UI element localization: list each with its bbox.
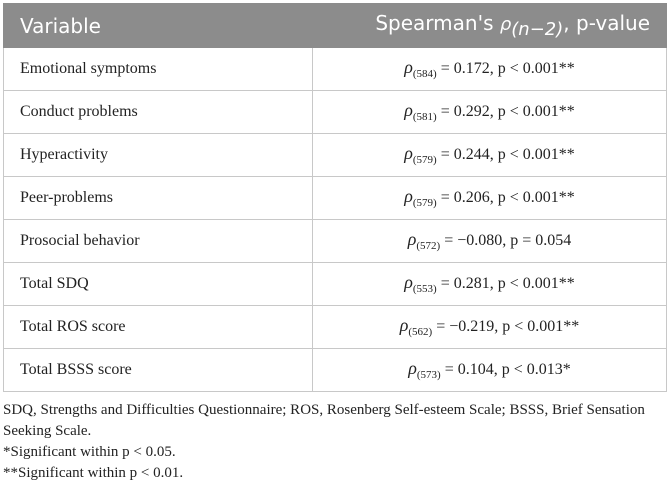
statistic-cell: ρ(579) = 0.206, p < 0.001** — [312, 176, 667, 220]
statistic-text: = 0.292, p < 0.001** — [440, 103, 575, 121]
table-row: Hyperactivity ρ(579) = 0.244, p < 0.001** — [3, 133, 667, 177]
df-subscript: (562) — [408, 326, 433, 339]
statistic-cell: ρ(572) = −0.080, p = 0.054 — [312, 219, 667, 263]
rho-symbol: ρ — [404, 186, 413, 207]
rho-symbol: ρ — [399, 315, 409, 336]
variable-cell: Total SDQ — [3, 262, 313, 306]
header-row: Variable Spearman's ρ(n−2), p-value — [3, 3, 667, 48]
table-row: Emotional symptoms ρ(584) = 0.172, p < 0.… — [3, 47, 667, 91]
statistic-text: = 0.104, p < 0.013* — [444, 361, 571, 379]
table-row: Total BSSS score ρ(573) = 0.104, p < 0.01… — [3, 348, 667, 392]
rho-symbol: ρ — [404, 143, 413, 164]
statistic-cell: ρ(584) = 0.172, p < 0.001** — [312, 47, 667, 91]
footnote: **Significant within p < 0.01. — [3, 465, 184, 481]
df-subscript: (573) — [416, 369, 441, 382]
rho-symbol: ρ — [404, 57, 413, 78]
statistic-text: = 0.172, p < 0.001** — [440, 60, 575, 78]
table: Variable Spearman's ρ(n−2), p-value Emot… — [3, 3, 667, 392]
variable-cell: Peer-problems — [3, 176, 313, 220]
statistic-cell: ρ(579) = 0.244, p < 0.001** — [312, 133, 667, 177]
footnote: *Significant within p < 0.05. — [3, 444, 176, 460]
statistic-text: = −0.219, p < 0.001** — [436, 318, 580, 336]
header-subscript: (n−2) — [511, 19, 564, 40]
rho-symbol: ρ — [404, 272, 413, 293]
table-row: Peer-problems ρ(579) = 0.206, p < 0.001** — [3, 176, 667, 220]
statistic-cell: ρ(581) = 0.292, p < 0.001** — [312, 90, 667, 134]
statistic-text: = 0.281, p < 0.001** — [440, 275, 575, 293]
variable-cell: Total ROS score — [3, 305, 313, 349]
df-subscript: (553) — [412, 283, 437, 296]
statistic-text: = −0.080, p = 0.054 — [444, 232, 572, 250]
variable-cell: Total BSSS score — [3, 348, 313, 392]
df-subscript: (572) — [416, 240, 441, 253]
df-subscript: (581) — [412, 111, 437, 124]
variable-cell: Emotional symptoms — [3, 47, 313, 91]
header-text: , p-value — [563, 11, 650, 35]
table-row: Total ROS score ρ(562) = −0.219, p < 0.00… — [3, 305, 667, 349]
header-text: Spearman's — [375, 11, 494, 35]
rho-symbol: ρ — [407, 229, 417, 250]
header-cell: Variable — [3, 3, 313, 48]
rho-symbol: ρ — [404, 100, 413, 121]
header-symbol: ρ — [499, 14, 512, 35]
statistic-cell: ρ(573) = 0.104, p < 0.013* — [312, 348, 667, 392]
footnotes: SDQ, Strengths and Difficulties Question… — [3, 400, 667, 484]
df-subscript: (579) — [412, 154, 437, 167]
table-row: Conduct problems ρ(581) = 0.292, p < 0.00… — [3, 90, 667, 134]
statistic-cell: ρ(562) = −0.219, p < 0.001** — [312, 305, 667, 349]
footnote: SDQ, Strengths and Difficulties Question… — [3, 402, 645, 439]
statistic-text: = 0.206, p < 0.001** — [440, 189, 575, 207]
table-container: Variable Spearman's ρ(n−2), p-value Emot… — [3, 3, 667, 484]
df-subscript: (579) — [412, 197, 437, 210]
df-subscript: (584) — [412, 68, 437, 81]
table-body: Emotional symptoms ρ(584) = 0.172, p < 0.… — [3, 47, 667, 392]
rho-symbol: ρ — [408, 358, 417, 379]
variable-cell: Hyperactivity — [3, 133, 313, 177]
variable-cell: Prosocial behavior — [3, 219, 313, 263]
statistic-text: = 0.244, p < 0.001** — [440, 146, 575, 164]
variable-cell: Conduct problems — [3, 90, 313, 134]
table-row: Prosocial behavior ρ(572) = −0.080, p = 0… — [3, 219, 667, 263]
statistic-cell: ρ(553) = 0.281, p < 0.001** — [312, 262, 667, 306]
table-row: Total SDQ ρ(553) = 0.281, p < 0.001** — [3, 262, 667, 306]
header-cell: Spearman's ρ(n−2), p-value — [312, 3, 667, 48]
